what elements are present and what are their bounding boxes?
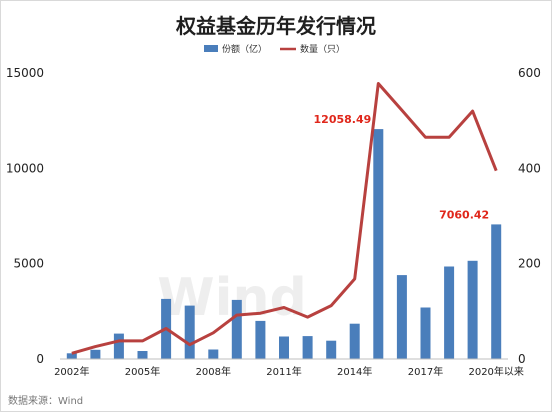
legend: 份额（亿） 数量（只）	[204, 43, 345, 55]
right-tick-label: 600	[518, 66, 541, 80]
left-axis: 0 5000 10000 15000	[6, 66, 44, 366]
bar	[420, 307, 431, 359]
bar	[302, 336, 313, 359]
bar	[208, 349, 219, 359]
bar	[373, 129, 384, 359]
bar	[184, 305, 195, 359]
legend-swatch-bar	[204, 45, 218, 52]
x-tick-label: 2005年	[125, 365, 160, 378]
bar	[66, 353, 77, 359]
bar	[279, 336, 289, 359]
x-tick-label: 2017年	[408, 365, 443, 378]
right-tick-label: 400	[518, 161, 541, 175]
bar	[326, 340, 337, 359]
x-tick-label: 2002年	[54, 365, 89, 378]
x-tick-label: 2008年	[196, 365, 231, 378]
bar	[255, 320, 266, 359]
right-tick-label: 0	[518, 352, 526, 366]
bar	[491, 224, 502, 359]
bar	[396, 275, 407, 359]
legend-label-line: 数量（只）	[300, 43, 345, 55]
left-tick-label: 0	[36, 352, 44, 366]
bar	[90, 349, 101, 359]
x-axis: 2002年 2005年 2008年 2011年 2014年 2017年 2020年以来	[54, 365, 524, 378]
annotations: 12058.49 7060.42	[314, 113, 490, 221]
x-tick-label: 2020年以来	[468, 365, 523, 378]
legend-label-bar: 份额（亿）	[222, 43, 267, 55]
right-tick-label: 200	[518, 257, 541, 271]
source-note: 数据来源：Wind	[8, 394, 83, 407]
bar	[349, 323, 360, 359]
x-tick-label: 2011年	[266, 365, 301, 378]
bar	[467, 260, 478, 359]
left-tick-label: 5000	[13, 257, 44, 271]
bar	[444, 266, 455, 359]
bar	[231, 299, 242, 359]
left-tick-label: 10000	[6, 161, 44, 175]
line-path	[71, 82, 498, 355]
bar	[113, 333, 124, 359]
data-label: 7060.42	[439, 208, 489, 221]
right-axis: 0 200 400 600	[518, 66, 541, 366]
left-tick-label: 15000	[6, 66, 44, 80]
bar	[137, 351, 148, 359]
x-tick-label: 2014年	[337, 365, 372, 378]
line-series	[71, 82, 498, 355]
data-label: 12058.49	[314, 113, 372, 126]
chart-title: 权益基金历年发行情况	[175, 14, 376, 38]
